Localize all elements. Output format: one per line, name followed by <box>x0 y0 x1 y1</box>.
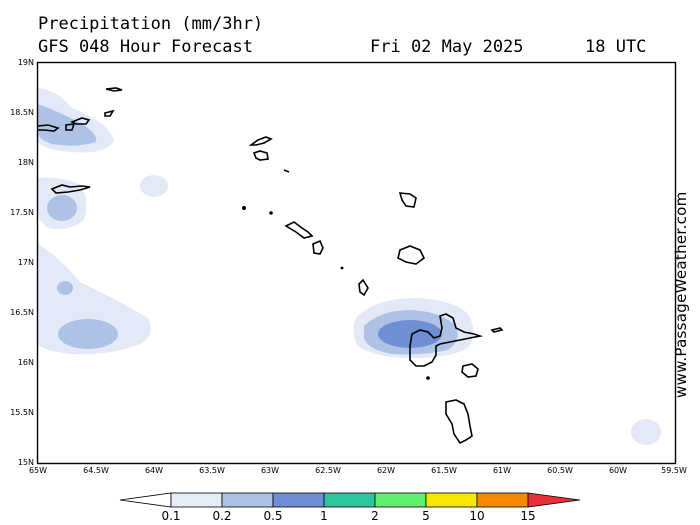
island-anegada <box>105 87 123 92</box>
colorbar-seg <box>221 492 274 508</box>
island-nevis <box>312 239 324 255</box>
lon-label: 64W <box>144 466 164 475</box>
lat-label: 17.5N <box>10 208 34 217</box>
island-antigua <box>397 245 426 265</box>
colorbar-seg <box>476 492 529 508</box>
lon-label: 65W <box>28 466 48 475</box>
island-puerto-rico-east <box>37 124 60 132</box>
island-outlines <box>37 87 504 445</box>
colorbar-right-tip <box>527 492 581 508</box>
lat-label: 16N <box>17 358 34 367</box>
island-barbuda <box>398 192 417 208</box>
colorbar-label: 10 <box>469 509 485 523</box>
island-marie-galante <box>461 363 479 378</box>
island-st-barthelemy <box>283 169 290 173</box>
lon-label: 61.5W <box>431 466 457 475</box>
precip-area-light <box>631 419 661 445</box>
colorbar-label: 1 <box>320 509 328 523</box>
island-montserrat <box>358 278 369 297</box>
island-dominica <box>445 399 473 445</box>
colorbar-seg <box>374 492 427 508</box>
island-st-croix <box>50 184 91 194</box>
forecast-time: 18 UTC <box>585 37 647 57</box>
lon-label: 60W <box>608 466 628 475</box>
lon-label: 62.5W <box>315 466 341 475</box>
colorbar-seg <box>272 492 325 508</box>
colorbar-label: 15 <box>520 509 536 523</box>
lat-label: 18N <box>17 158 34 167</box>
island-guadeloupe <box>409 313 484 367</box>
island-virgin-gorda <box>104 109 115 117</box>
precip-area-medium <box>57 281 73 295</box>
colorbar-label: 0.1 <box>161 509 181 523</box>
lat-label: 16.5N <box>10 308 34 317</box>
precip-shading <box>38 88 661 445</box>
island-la-desirade <box>490 327 504 333</box>
forecast-date: Fri 02 May 2025 <box>370 37 524 57</box>
lat-label: 18.5N <box>10 108 34 117</box>
colorbar-label: 0.5 <box>263 509 283 523</box>
forecast-model-label: GFS 048 Hour Forecast <box>38 37 253 57</box>
map-title: Precipitation (mm/3hr) <box>38 14 264 34</box>
colorbar-label: 0.2 <box>212 509 232 523</box>
precip-area-heavy <box>378 320 442 348</box>
lat-label: 19N <box>17 58 34 67</box>
lat-label: 17N <box>17 258 34 267</box>
precip-area-medium <box>47 195 77 221</box>
lat-label: 15N <box>17 458 34 467</box>
colorbar-left-tip <box>119 492 172 508</box>
small-islands <box>242 206 430 380</box>
lon-label: 62W <box>376 466 396 475</box>
island-st-kitts <box>284 221 314 239</box>
precip-area-light <box>140 175 168 197</box>
colorbar-seg <box>170 492 223 508</box>
lon-label: 63.5W <box>199 466 225 475</box>
precip-area-medium <box>58 319 118 349</box>
colorbar-label: 2 <box>371 509 379 523</box>
lon-label: 63W <box>260 466 280 475</box>
lon-label: 60.5W <box>547 466 573 475</box>
colorbar-seg <box>425 492 478 508</box>
island-st-thomas <box>70 117 91 125</box>
lon-label: 64.5W <box>83 466 109 475</box>
map-frame <box>36 61 677 465</box>
island-redonda <box>340 266 344 270</box>
lon-label: 61W <box>492 466 512 475</box>
island-saba <box>242 206 246 210</box>
colorbar-label: 5 <box>422 509 430 523</box>
lon-label: 59.5W <box>661 466 687 475</box>
island-les-saintes <box>426 376 430 380</box>
island-st-martin <box>252 150 269 161</box>
island-anguilla <box>248 136 273 146</box>
island-statia <box>269 211 273 215</box>
colorbar <box>119 492 581 508</box>
site-credit: www.PassageWeather.com <box>672 191 690 398</box>
island-culebra <box>65 123 76 131</box>
colorbar-seg <box>323 492 376 508</box>
lat-label: 15.5N <box>10 408 34 417</box>
